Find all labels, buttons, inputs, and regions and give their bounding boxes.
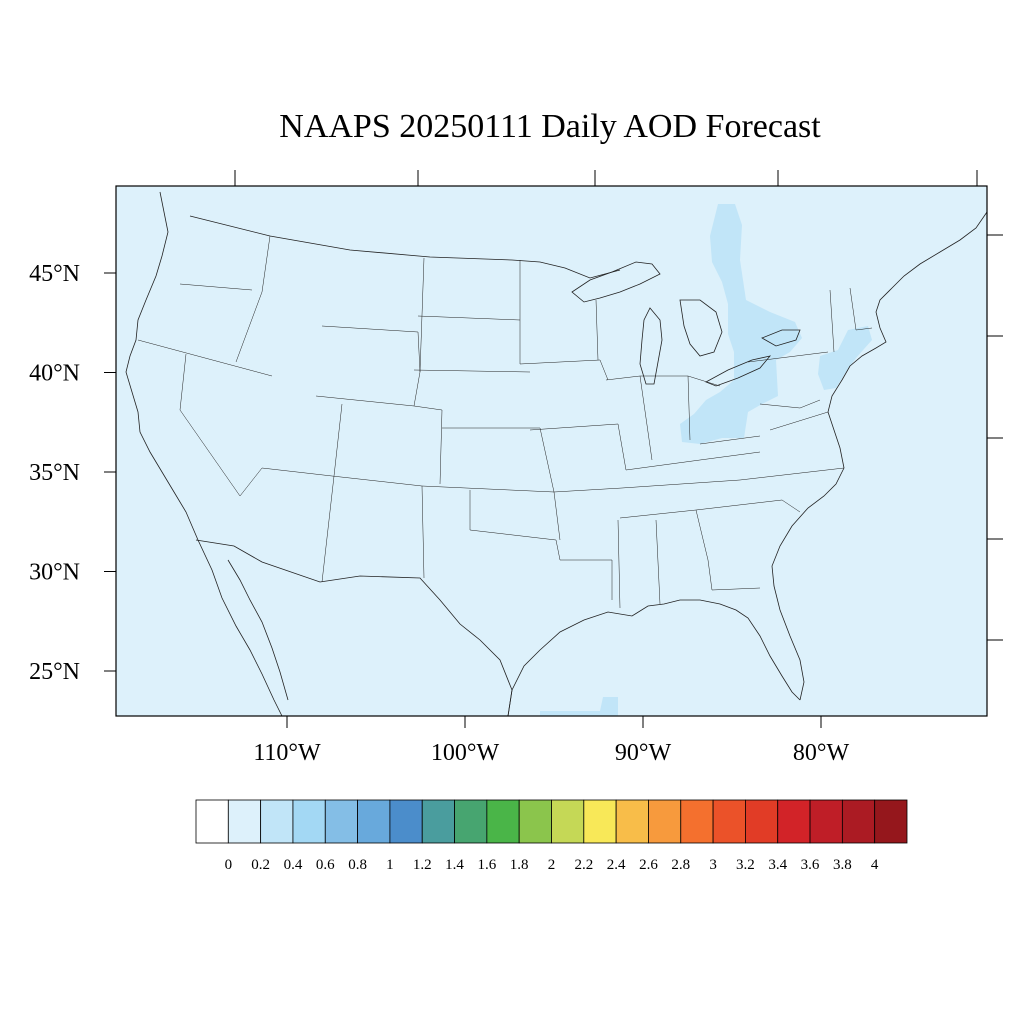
colorbar-label: 0.6	[316, 857, 335, 873]
colorbar-label: 2	[548, 857, 556, 873]
colorbar-swatch	[292, 799, 326, 844]
lon-tick-label: 90°W	[615, 740, 672, 766]
lake-superior	[571, 261, 661, 303]
colorbar-swatch	[745, 799, 779, 844]
colorbar-swatch	[518, 799, 552, 844]
lon-tick-label: 110°W	[253, 740, 321, 766]
colorbar-swatch	[777, 799, 811, 844]
map-background	[116, 186, 987, 716]
colorbar-label: 2.4	[607, 857, 626, 873]
colorbar-label: 4	[871, 857, 879, 873]
colorbar-label: 2.6	[639, 857, 658, 873]
colorbar-swatch	[389, 799, 423, 844]
colorbar-swatch	[551, 799, 585, 844]
aod-plume-layer	[540, 204, 872, 716]
colorbar-swatch	[357, 799, 391, 844]
colorbar-swatch	[260, 799, 294, 844]
colorbar-swatch	[874, 799, 908, 844]
aod-colorbar	[195, 799, 908, 844]
colorbar-swatch	[227, 799, 262, 844]
colorbar-label: 1.4	[445, 857, 464, 873]
longitude-axis: 110°W 100°W 90°W 80°W	[253, 716, 849, 766]
lat-tick-label: 25°N	[29, 659, 80, 685]
canada-border	[189, 215, 621, 279]
colorbar-label: 2.8	[671, 857, 690, 873]
colorbar-swatch	[615, 799, 649, 844]
latitude-axis: 45°N 40°N 35°N 30°N 25°N	[29, 261, 116, 685]
colorbar-label: 3.2	[736, 857, 755, 873]
aod-plume-great-lakes	[680, 204, 802, 444]
colorbar-swatch	[648, 799, 682, 844]
colorbar-swatch	[583, 799, 617, 844]
aod-plume-gulf	[540, 697, 618, 716]
colorbar-label: 3.8	[833, 857, 852, 873]
lat-tick-label: 40°N	[29, 361, 80, 387]
colorbar-swatch	[809, 799, 843, 844]
colorbar-label: 0.4	[284, 857, 303, 873]
gulf-coast	[507, 599, 801, 716]
colorbar-swatch	[680, 799, 714, 844]
baja-coast	[227, 559, 289, 701]
colorbar-swatch	[195, 799, 229, 844]
colorbar-swatch	[324, 799, 358, 844]
colorbar-label: 2.2	[574, 857, 593, 873]
colorbar-label: 0.8	[348, 857, 367, 873]
lake-huron	[679, 299, 723, 357]
colorbar-swatch	[712, 799, 746, 844]
map-boundaries	[125, 191, 987, 716]
aod-plume-northeast	[818, 326, 872, 390]
lon-tick-label: 100°W	[431, 740, 500, 766]
colorbar-label: 1.8	[510, 857, 529, 873]
colorbar-swatch	[486, 799, 520, 844]
top-ticks	[234, 170, 978, 186]
map-title: NAAPS 20250111 Daily AOD Forecast	[279, 108, 821, 145]
pacific-coast	[125, 191, 283, 716]
lat-tick-label: 35°N	[29, 460, 80, 486]
lon-tick-label: 80°W	[793, 740, 850, 766]
state-lines	[137, 235, 873, 609]
colorbar-swatch	[454, 799, 488, 844]
atlantic-coast	[771, 211, 987, 701]
colorbar-label: 3.4	[768, 857, 787, 873]
colorbar-label: 3.6	[801, 857, 820, 873]
colorbar-label: 1.6	[477, 857, 496, 873]
colorbar-swatch	[841, 799, 876, 844]
colorbar-swatch	[421, 799, 455, 844]
colorbar-label: 0.2	[251, 857, 270, 873]
lat-tick-label: 30°N	[29, 560, 80, 586]
map-frame	[115, 185, 988, 717]
lake-ontario	[761, 329, 801, 347]
lat-tick-label: 45°N	[29, 261, 80, 287]
right-ticks	[987, 234, 1003, 641]
colorbar-label: 0	[225, 857, 233, 873]
colorbar-label: 3	[709, 857, 717, 873]
lake-michigan	[639, 307, 663, 385]
mexico-border	[195, 539, 513, 716]
lake-erie	[705, 355, 772, 387]
colorbar-label: 1.2	[413, 857, 432, 873]
colorbar-label: 1	[386, 857, 394, 873]
aod-colorbar-labels: 0 0.2 0.4 0.6 0.8 1 1.2 1.4 1.6 1.8 2 2.2 2.4 2.6 2.8 3…	[225, 857, 879, 873]
